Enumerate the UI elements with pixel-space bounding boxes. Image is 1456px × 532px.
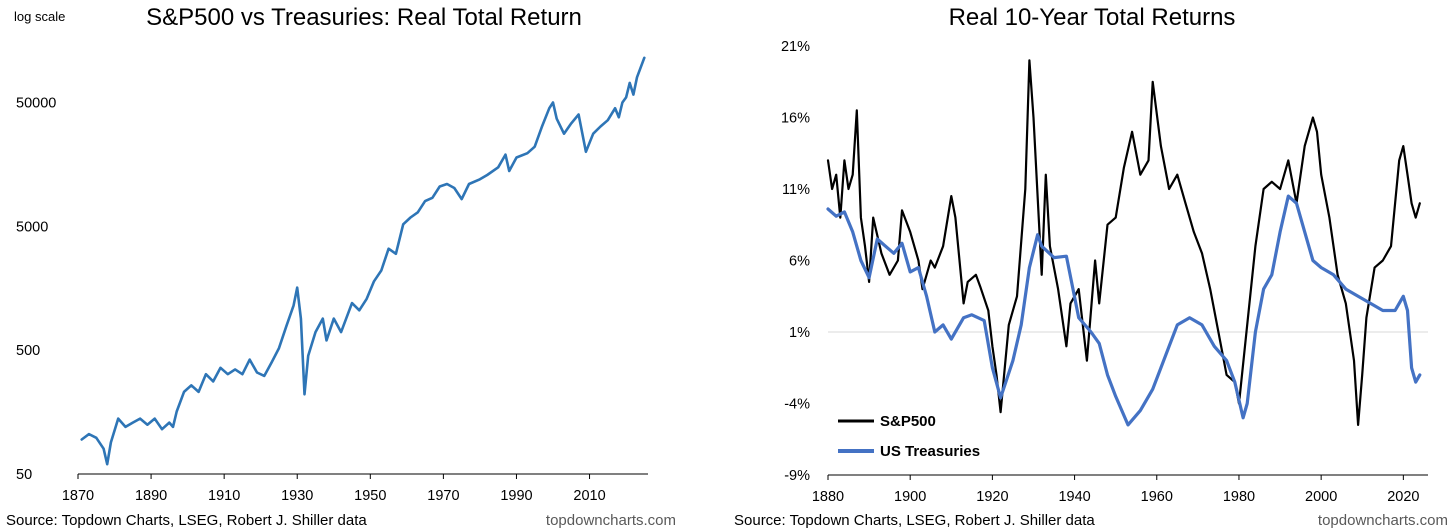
right-chart-title: Real 10-Year Total Returns [948,4,1236,31]
sp500-10yr-return-line [826,59,1421,426]
right-brand-text: topdowncharts.com [1317,512,1448,529]
y-tick-label: 500 [16,343,40,359]
x-tick-label: 2000 [1305,489,1337,505]
right-chart-panel: Real 10-Year Total Returns 1880 1900 1920 1… [728,0,1456,532]
x-tick-label: 1990 [500,488,532,504]
left-chart-svg: 1870 1890 1910 1930 1950 1970 1990 2010 50 500 500… [16,56,648,504]
y-tick-label: 50000 [16,96,56,112]
x-tick-label: 2010 [573,488,605,504]
x-tick-label: 1980 [1223,489,1255,505]
y-tick-label: 16% [781,111,810,127]
left-chart-panel: S&P500 vs Treasuries: Real Total Return … [6,4,676,529]
x-tick-label: 1900 [894,489,926,505]
y-tick-label: 5000 [16,219,48,235]
left-source-text: Source: Topdown Charts, LSEG, Robert J. … [6,512,367,529]
left-brand-text: topdowncharts.com [545,512,676,529]
x-tick-label: 1960 [1141,489,1173,505]
y-tick-label: 50 [16,467,32,483]
x-tick-label: 1910 [208,488,240,504]
x-tick-label: 2020 [1387,489,1419,505]
x-tick-label: 1870 [62,488,94,504]
y-tick-label: -9% [784,468,810,484]
sp500-real-total-return-line [80,56,646,466]
x-tick-label: 1930 [281,488,313,504]
x-tick-label: 1970 [427,488,459,504]
legend-label-treasuries: US Treasuries [880,443,980,460]
left-chart-title: S&P500 vs Treasuries: Real Total Return [146,4,582,31]
treasuries-10yr-return-line [826,194,1422,427]
x-tick-label: 1940 [1058,489,1090,505]
log-scale-note: log scale [14,9,66,24]
y-tick-label: 11% [782,182,810,198]
x-tick-label: 1880 [812,489,844,505]
right-chart-svg: 1880 1900 1920 1940 1960 1980 2000 2020 21% 16% 11… [781,39,1428,505]
right-source-text: Source: Topdown Charts, LSEG, Robert J. … [734,512,1095,529]
legend-label-sp500: S&P500 [880,413,936,430]
x-tick-label: 1890 [135,488,167,504]
x-tick-label: 1920 [976,489,1008,505]
y-tick-label: 1% [789,325,810,341]
y-tick-label: 21% [781,39,810,55]
y-tick-label: -4% [784,397,810,413]
x-tick-label: 1950 [354,488,386,504]
y-tick-label: 6% [789,254,810,270]
